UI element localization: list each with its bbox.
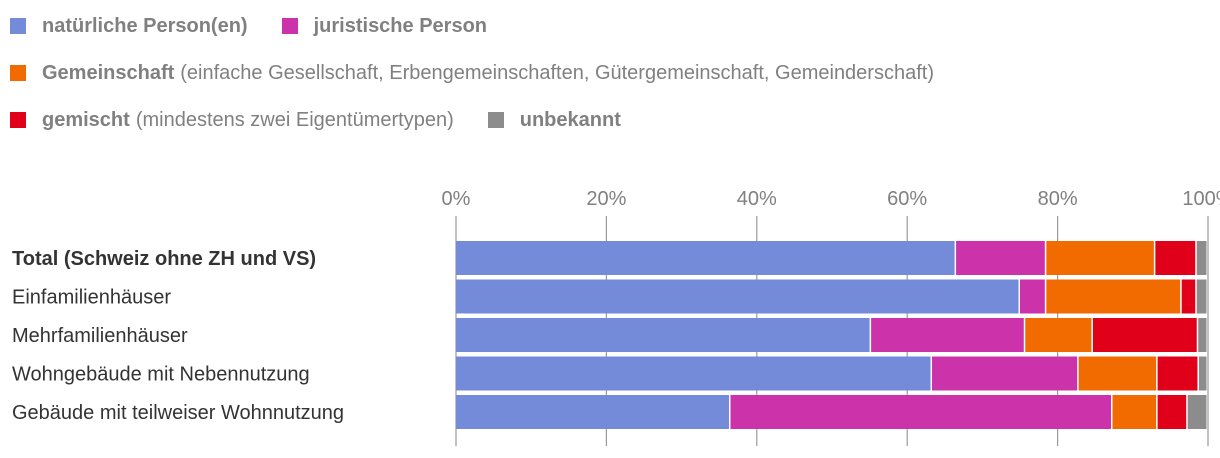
bar-segment [1181, 279, 1196, 314]
bar-segment [1196, 241, 1207, 275]
bar-segment [456, 279, 1019, 314]
legend-swatch [281, 18, 298, 34]
bar-segment [1092, 318, 1197, 352]
category-label: Einfamilienhäuser [12, 287, 171, 309]
legend-note: (einfache Gesellschaft, Erbengemeinschaf… [180, 61, 934, 84]
legend-item-natuerliche-personen: natürliche Person(en) [10, 15, 248, 38]
legend-row: gemischt (mindestens zwei Eigentümertype… [10, 102, 1210, 138]
legend-label: unbekannt [519, 108, 621, 131]
legend-swatch [10, 65, 26, 81]
bar-segment [1157, 356, 1198, 391]
legend-swatch [10, 18, 26, 34]
x-tick-label: 20% [586, 188, 626, 210]
bars [456, 241, 1207, 429]
legend-label: Gemeinschaft [42, 61, 175, 84]
legend-label: gemischt [42, 108, 130, 131]
bar-segment [1112, 395, 1157, 429]
bar-segment [1078, 356, 1157, 391]
x-tick-label: 80% [1038, 188, 1078, 210]
legend-item-gemeinschaft: Gemeinschaft (einfache Gesellschaft, Erb… [10, 62, 934, 85]
bar-segment [1198, 356, 1207, 391]
bar-segment [1020, 279, 1045, 314]
x-axis-ticks: 0% 20% 40% 60% 80% 100% [442, 188, 1220, 210]
bar-segment [1046, 279, 1181, 314]
bar-segment [1155, 241, 1196, 275]
bar-segment [1025, 318, 1092, 352]
bar-segment [1198, 318, 1207, 352]
bar-segment [871, 318, 1024, 352]
legend-swatch [10, 112, 26, 128]
legend-item-gemischt: gemischt (mindestens zwei Eigentümertype… [10, 109, 454, 132]
bar-segment [456, 241, 955, 275]
legend-swatch [487, 112, 504, 128]
legend-row: natürliche Person(en) juristische Person [10, 8, 1210, 44]
legend-note: (mindestens zwei Eigentümertypen) [135, 108, 454, 131]
bar-segment [456, 395, 729, 429]
bar-segment [1187, 395, 1207, 429]
legend-item-unbekannt: unbekannt [487, 108, 621, 132]
x-tick-label: 100% [1182, 188, 1220, 210]
bar-segment [956, 241, 1045, 275]
legend-label: natürliche Person(en) [42, 14, 248, 37]
bar-segment [456, 318, 870, 352]
legend-label: juristische Person [313, 14, 488, 37]
bar-segment [1196, 279, 1207, 314]
legend-row: Gemeinschaft (einfache Gesellschaft, Erb… [10, 55, 1210, 91]
bar-segment [456, 356, 931, 391]
category-label: Gebäude mit teilweiser Wohnnutzung [12, 402, 344, 424]
bar-segment [1157, 395, 1187, 429]
category-label: Wohngebäude mit Nebennutzung [12, 364, 310, 386]
legend-item-juristische-person: juristische Person [281, 14, 488, 38]
bar-segment [730, 395, 1111, 429]
bar-segment [932, 356, 1078, 391]
category-label: Mehrfamilienhäuser [12, 325, 188, 347]
x-tick-label: 40% [737, 188, 777, 210]
category-labels: Total (Schweiz ohne ZH und VS) Einfamilie… [12, 248, 344, 424]
category-label: Total (Schweiz ohne ZH und VS) [12, 248, 316, 270]
x-tick-label: 0% [442, 188, 471, 210]
bar-segment [1046, 241, 1154, 275]
x-tick-label: 60% [887, 188, 927, 210]
legend: natürliche Person(en) juristische Person… [10, 8, 1210, 149]
